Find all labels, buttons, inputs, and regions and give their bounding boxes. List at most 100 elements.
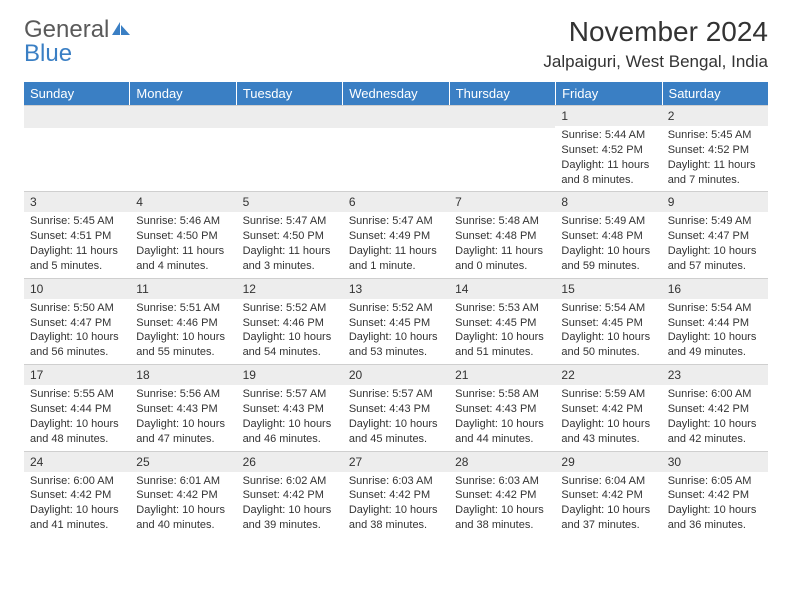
day-cell: 12Sunrise: 5:52 AMSunset: 4:46 PMDayligh… <box>237 278 343 364</box>
day-cell: 21Sunrise: 5:58 AMSunset: 4:43 PMDayligh… <box>449 364 555 450</box>
day-details: Sunrise: 6:03 AMSunset: 4:42 PMDaylight:… <box>449 472 555 537</box>
day-details: Sunrise: 5:57 AMSunset: 4:43 PMDaylight:… <box>237 385 343 450</box>
day-cell: 19Sunrise: 5:57 AMSunset: 4:43 PMDayligh… <box>237 364 343 450</box>
week-row: 1Sunrise: 5:44 AMSunset: 4:52 PMDaylight… <box>24 105 768 191</box>
day-cell <box>237 105 343 191</box>
day-header-monday: Monday <box>130 82 236 105</box>
day-details: Sunrise: 5:51 AMSunset: 4:46 PMDaylight:… <box>130 299 236 364</box>
day-header-thursday: Thursday <box>450 82 556 105</box>
location-label: Jalpaiguri, West Bengal, India <box>543 52 768 72</box>
sunset-text: Sunset: 4:42 PM <box>243 488 337 503</box>
sunset-text: Sunset: 4:47 PM <box>30 316 124 331</box>
sunset-text: Sunset: 4:45 PM <box>455 316 549 331</box>
sunset-text: Sunset: 4:47 PM <box>668 229 762 244</box>
day-number: 3 <box>24 192 130 212</box>
day-details: Sunrise: 5:58 AMSunset: 4:43 PMDaylight:… <box>449 385 555 450</box>
day-cell: 8Sunrise: 5:49 AMSunset: 4:48 PMDaylight… <box>555 191 661 277</box>
day-details: Sunrise: 5:54 AMSunset: 4:45 PMDaylight:… <box>555 299 661 364</box>
day-number: 7 <box>449 192 555 212</box>
day-cell: 7Sunrise: 5:48 AMSunset: 4:48 PMDaylight… <box>449 191 555 277</box>
sunrise-text: Sunrise: 6:03 AM <box>455 474 549 489</box>
day-cell: 6Sunrise: 5:47 AMSunset: 4:49 PMDaylight… <box>343 191 449 277</box>
daylight-text: Daylight: 11 hours and 4 minutes. <box>136 244 230 274</box>
sunset-text: Sunset: 4:42 PM <box>561 488 655 503</box>
daylight-text: Daylight: 10 hours and 42 minutes. <box>668 417 762 447</box>
daylight-text: Daylight: 10 hours and 47 minutes. <box>136 417 230 447</box>
sunrise-text: Sunrise: 6:00 AM <box>668 387 762 402</box>
day-cell: 18Sunrise: 5:56 AMSunset: 4:43 PMDayligh… <box>130 364 236 450</box>
sunrise-text: Sunrise: 5:59 AM <box>561 387 655 402</box>
brand-sail-icon <box>111 16 133 44</box>
day-number: 18 <box>130 365 236 385</box>
day-cell: 29Sunrise: 6:04 AMSunset: 4:42 PMDayligh… <box>555 451 661 537</box>
sunrise-text: Sunrise: 5:45 AM <box>30 214 124 229</box>
day-cell: 26Sunrise: 6:02 AMSunset: 4:42 PMDayligh… <box>237 451 343 537</box>
day-number: 9 <box>662 192 768 212</box>
daylight-text: Daylight: 10 hours and 44 minutes. <box>455 417 549 447</box>
day-details: Sunrise: 5:49 AMSunset: 4:48 PMDaylight:… <box>555 212 661 277</box>
month-title: November 2024 <box>543 16 768 48</box>
sunrise-text: Sunrise: 5:56 AM <box>136 387 230 402</box>
week-row: 3Sunrise: 5:45 AMSunset: 4:51 PMDaylight… <box>24 191 768 277</box>
sunset-text: Sunset: 4:51 PM <box>30 229 124 244</box>
sunrise-text: Sunrise: 5:50 AM <box>30 301 124 316</box>
daylight-text: Daylight: 10 hours and 57 minutes. <box>668 244 762 274</box>
brand-word-2: Blue <box>24 40 72 67</box>
daylight-text: Daylight: 10 hours and 38 minutes. <box>455 503 549 533</box>
day-number: 21 <box>449 365 555 385</box>
header: GeneralBlue November 2024 Jalpaiguri, We… <box>24 16 768 72</box>
empty-day-number <box>237 106 343 128</box>
sunrise-text: Sunrise: 5:45 AM <box>668 128 762 143</box>
sunrise-text: Sunrise: 5:52 AM <box>243 301 337 316</box>
sunrise-text: Sunrise: 6:05 AM <box>668 474 762 489</box>
daylight-text: Daylight: 10 hours and 53 minutes. <box>349 330 443 360</box>
daylight-text: Daylight: 10 hours and 59 minutes. <box>561 244 655 274</box>
day-cell: 28Sunrise: 6:03 AMSunset: 4:42 PMDayligh… <box>449 451 555 537</box>
sunset-text: Sunset: 4:50 PM <box>243 229 337 244</box>
day-cell: 25Sunrise: 6:01 AMSunset: 4:42 PMDayligh… <box>130 451 236 537</box>
day-details: Sunrise: 5:59 AMSunset: 4:42 PMDaylight:… <box>555 385 661 450</box>
sunset-text: Sunset: 4:44 PM <box>30 402 124 417</box>
day-details: Sunrise: 5:55 AMSunset: 4:44 PMDaylight:… <box>24 385 130 450</box>
day-details: Sunrise: 5:49 AMSunset: 4:47 PMDaylight:… <box>662 212 768 277</box>
day-cell: 27Sunrise: 6:03 AMSunset: 4:42 PMDayligh… <box>343 451 449 537</box>
day-number: 1 <box>555 106 661 126</box>
day-cell: 13Sunrise: 5:52 AMSunset: 4:45 PMDayligh… <box>343 278 449 364</box>
day-cell: 9Sunrise: 5:49 AMSunset: 4:47 PMDaylight… <box>662 191 768 277</box>
sunset-text: Sunset: 4:48 PM <box>455 229 549 244</box>
day-details: Sunrise: 5:45 AMSunset: 4:51 PMDaylight:… <box>24 212 130 277</box>
sunrise-text: Sunrise: 5:51 AM <box>136 301 230 316</box>
day-cell: 15Sunrise: 5:54 AMSunset: 4:45 PMDayligh… <box>555 278 661 364</box>
day-number: 6 <box>343 192 449 212</box>
sunset-text: Sunset: 4:43 PM <box>349 402 443 417</box>
daylight-text: Daylight: 10 hours and 41 minutes. <box>30 503 124 533</box>
sunset-text: Sunset: 4:42 PM <box>136 488 230 503</box>
day-cell: 22Sunrise: 5:59 AMSunset: 4:42 PMDayligh… <box>555 364 661 450</box>
brand-logo: GeneralBlue <box>24 16 133 68</box>
daylight-text: Daylight: 10 hours and 55 minutes. <box>136 330 230 360</box>
sunset-text: Sunset: 4:42 PM <box>561 402 655 417</box>
day-details: Sunrise: 5:44 AMSunset: 4:52 PMDaylight:… <box>555 126 661 191</box>
day-details: Sunrise: 6:00 AMSunset: 4:42 PMDaylight:… <box>662 385 768 450</box>
sunset-text: Sunset: 4:45 PM <box>349 316 443 331</box>
sunrise-text: Sunrise: 5:53 AM <box>455 301 549 316</box>
day-number: 25 <box>130 452 236 472</box>
sunrise-text: Sunrise: 5:47 AM <box>349 214 443 229</box>
daylight-text: Daylight: 10 hours and 46 minutes. <box>243 417 337 447</box>
day-cell: 20Sunrise: 5:57 AMSunset: 4:43 PMDayligh… <box>343 364 449 450</box>
sunrise-text: Sunrise: 5:55 AM <box>30 387 124 402</box>
day-details: Sunrise: 5:57 AMSunset: 4:43 PMDaylight:… <box>343 385 449 450</box>
day-number: 27 <box>343 452 449 472</box>
day-cell: 23Sunrise: 6:00 AMSunset: 4:42 PMDayligh… <box>662 364 768 450</box>
day-cell <box>343 105 449 191</box>
sunset-text: Sunset: 4:52 PM <box>668 143 762 158</box>
day-number: 30 <box>662 452 768 472</box>
day-cell <box>130 105 236 191</box>
day-details: Sunrise: 6:03 AMSunset: 4:42 PMDaylight:… <box>343 472 449 537</box>
sunset-text: Sunset: 4:43 PM <box>243 402 337 417</box>
sunrise-text: Sunrise: 6:01 AM <box>136 474 230 489</box>
sunrise-text: Sunrise: 5:44 AM <box>561 128 655 143</box>
day-number: 16 <box>662 279 768 299</box>
daylight-text: Daylight: 10 hours and 54 minutes. <box>243 330 337 360</box>
day-details: Sunrise: 5:47 AMSunset: 4:49 PMDaylight:… <box>343 212 449 277</box>
